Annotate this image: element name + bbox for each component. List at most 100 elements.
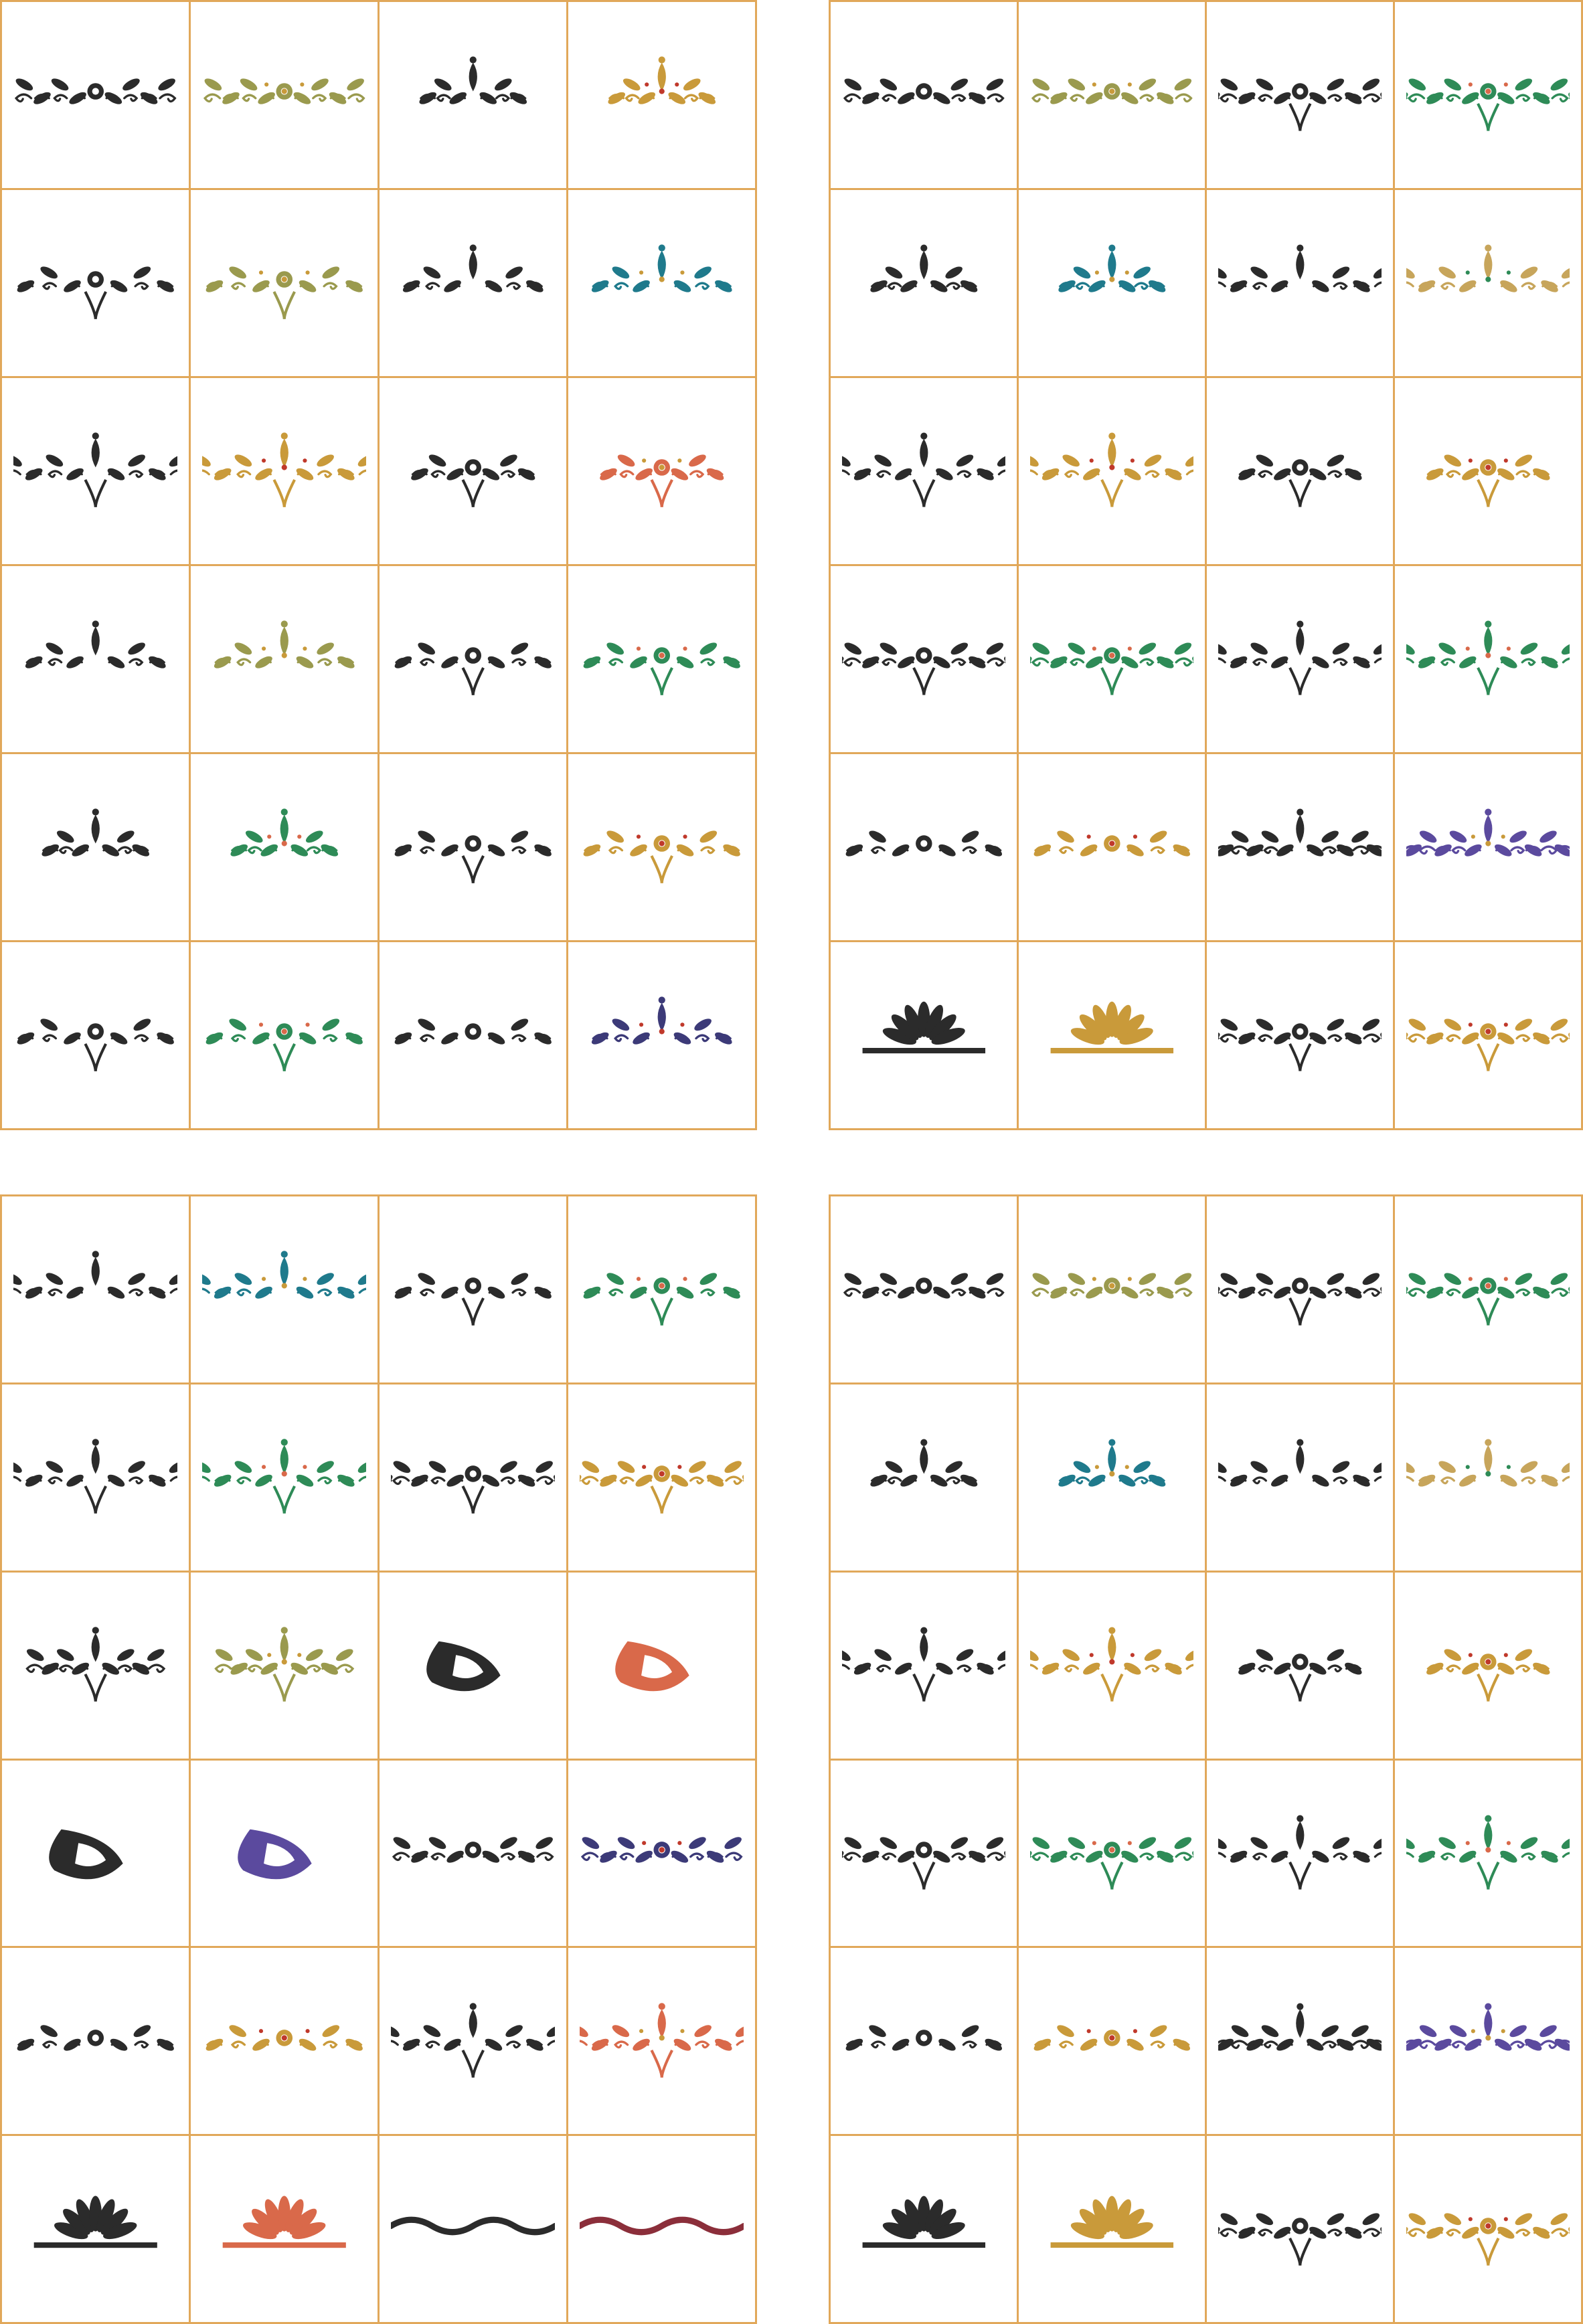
- ornament-tile: [1207, 1384, 1395, 1573]
- ornament-tile: [191, 566, 380, 754]
- fleur-de-lis-crest-icon: [1031, 1273, 1193, 1299]
- lace-butterfly-icon: [583, 642, 740, 696]
- interlace-arch-icon: [1029, 432, 1194, 508]
- ornament-tile: [1207, 566, 1395, 754]
- palmette-leaf-icon: [1033, 2025, 1190, 2051]
- ogee-medallion-icon: [1406, 808, 1570, 857]
- ornament-tile: [2, 942, 191, 1130]
- ornament-tile: [1019, 566, 1207, 754]
- ornament-tile: [1395, 1196, 1583, 1384]
- ornament-tile: [1395, 1948, 1583, 2137]
- ornament-tile: [1395, 1572, 1583, 1761]
- ornament-tile: [1207, 754, 1395, 942]
- ornament-tile: [380, 1196, 568, 1384]
- ornament-tile: [1019, 942, 1207, 1130]
- ornament-tile: [568, 754, 757, 942]
- leafy-flourish-icon: [608, 56, 716, 105]
- oak-leaf-icon: [214, 1627, 354, 1702]
- ornament-tile: [191, 1384, 380, 1573]
- ornament-tile: [1019, 1572, 1207, 1761]
- ornament-tile: [191, 1948, 380, 2137]
- ornament-tile: [1019, 190, 1207, 378]
- cross-filigree-icon: [214, 620, 355, 669]
- garland-swirl-icon: [583, 1273, 740, 1326]
- candelabra-ornament-icon: [869, 244, 978, 292]
- leaf-branch-icon: [580, 1837, 743, 1863]
- spiral-bloom-icon: [579, 1461, 744, 1514]
- ornament-tile: [2, 2, 191, 190]
- ornament-tile: [191, 1572, 380, 1761]
- ornament-tile: [831, 1948, 1019, 2137]
- ornament-tile: [1395, 190, 1583, 378]
- garland-swirl-icon: [394, 1273, 552, 1326]
- ornament-tile: [568, 1948, 757, 2137]
- maple-leaf-cluster-icon: [205, 1018, 363, 1072]
- lace-border-arch-icon: [841, 642, 1006, 696]
- palmette-pediment-icon: [1050, 2196, 1173, 2248]
- ornament-tile: [568, 190, 757, 378]
- ornament-tile: [1019, 2136, 1207, 2324]
- ornament-tile: [2, 1948, 191, 2137]
- ornament-tile: [831, 378, 1019, 566]
- fountain-ornament-icon: [394, 1018, 552, 1045]
- lace-border-wave-icon: [1218, 1815, 1382, 1890]
- ornament-tile: [191, 2136, 380, 2324]
- palmette-leaf-icon: [1033, 830, 1190, 857]
- ornament-tile: [380, 190, 568, 378]
- feather-swash-icon: [13, 1251, 178, 1299]
- heart-scroll-icon: [579, 2002, 744, 2078]
- flower-basket-icon: [591, 996, 732, 1045]
- ornament-tile: [2, 378, 191, 566]
- ornament-tile: [568, 1196, 757, 1384]
- ribbon-line-icon: [579, 2216, 744, 2235]
- ornament-tile: [380, 1384, 568, 1573]
- ornament-tile: [1395, 1760, 1583, 1949]
- interlace-medallion-icon: [1426, 454, 1550, 508]
- scroll-border-ornament-icon: [203, 78, 365, 105]
- crescent-swash-icon: [614, 1641, 689, 1692]
- ornament-tile: [2, 754, 191, 942]
- fleur-de-lis-crest-icon: [843, 1273, 1005, 1299]
- vine-swirl-icon: [201, 432, 367, 508]
- lace-border-wave-icon: [1406, 620, 1570, 696]
- palmette-leaf-icon: [845, 2025, 1002, 2051]
- ornament-tile: [2, 1384, 191, 1573]
- ornament-tile: [831, 190, 1019, 378]
- ornament-tile: [1207, 1948, 1395, 2137]
- ornament-tile: [568, 2, 757, 190]
- lotus-finial-icon: [1406, 1018, 1570, 1072]
- oak-leaf-icon: [25, 1627, 165, 1702]
- ribbon-line-icon: [390, 2216, 556, 2235]
- ornament-tile: [191, 754, 380, 942]
- candelabra-ornament-icon: [1058, 244, 1166, 292]
- ornament-panel-top-right: [829, 0, 1583, 1130]
- ornament-tile: [1019, 1760, 1207, 1949]
- palmette-pediment-icon: [1050, 1002, 1173, 1054]
- ornament-tile: [380, 1572, 568, 1761]
- cross-filigree-icon: [25, 620, 166, 669]
- acorn-sprig-icon: [17, 2024, 174, 2051]
- ornament-tile: [191, 2, 380, 190]
- ogee-medallion-icon: [1218, 808, 1382, 857]
- ornament-tile: [1207, 1572, 1395, 1761]
- ornament-tile: [1395, 2, 1583, 190]
- crown-arch-ornament-icon: [1406, 78, 1570, 132]
- ornament-tile: [1395, 754, 1583, 942]
- ornament-tile: [1395, 1384, 1583, 1573]
- ornament-tile: [831, 1760, 1019, 1949]
- leaf-branch-icon: [392, 1837, 554, 1863]
- lace-border-arch-icon: [1029, 642, 1194, 696]
- ornament-tile: [2, 1760, 191, 1949]
- crescent-swash-icon: [426, 1641, 501, 1692]
- floral-spray-icon: [591, 244, 732, 293]
- ornament-tile: [2, 2136, 191, 2324]
- ornament-tile: [1019, 378, 1207, 566]
- shell-fan-icon: [33, 2195, 157, 2248]
- palmette-pediment-icon: [862, 2196, 985, 2248]
- ornament-tile: [831, 1196, 1019, 1384]
- fleur-spray-icon: [1218, 244, 1382, 292]
- ornament-tile: [568, 2136, 757, 2324]
- candelabra-ornament-icon: [869, 1439, 978, 1487]
- ornament-tile: [380, 942, 568, 1130]
- crown-arch-ornament-icon: [1218, 1273, 1382, 1326]
